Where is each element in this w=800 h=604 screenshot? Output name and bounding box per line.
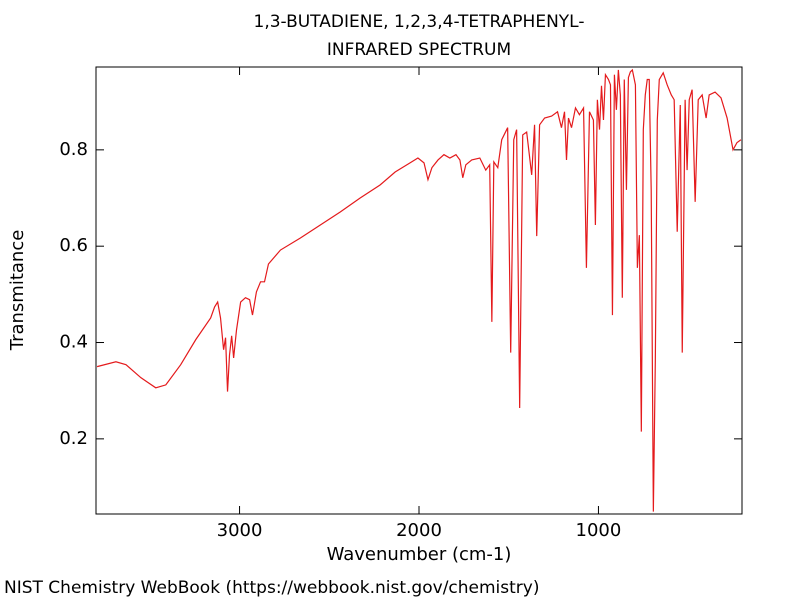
y-axis-label: Transmitance xyxy=(7,230,28,352)
y-tick-label: 0.2 xyxy=(59,428,88,449)
x-tick-label: 2000 xyxy=(396,520,442,541)
y-tick-label: 0.4 xyxy=(59,332,88,353)
chart-title: 1,3-BUTADIENE, 1,2,3,4-TETRAPHENYL- xyxy=(254,12,585,32)
x-axis-label: Wavenumber (cm-1) xyxy=(327,544,512,565)
plot-frame xyxy=(95,66,743,515)
x-tick-label: 3000 xyxy=(217,520,263,541)
chart-subtitle: INFRARED SPECTRUM xyxy=(327,40,511,60)
x-tick-label: 1000 xyxy=(576,520,622,541)
spectrum-line xyxy=(96,68,742,512)
y-tick-label: 0.6 xyxy=(59,235,88,256)
y-tick-label: 0.8 xyxy=(59,139,88,160)
footer-note: NIST Chemistry WebBook (https://webbook.… xyxy=(4,578,539,598)
